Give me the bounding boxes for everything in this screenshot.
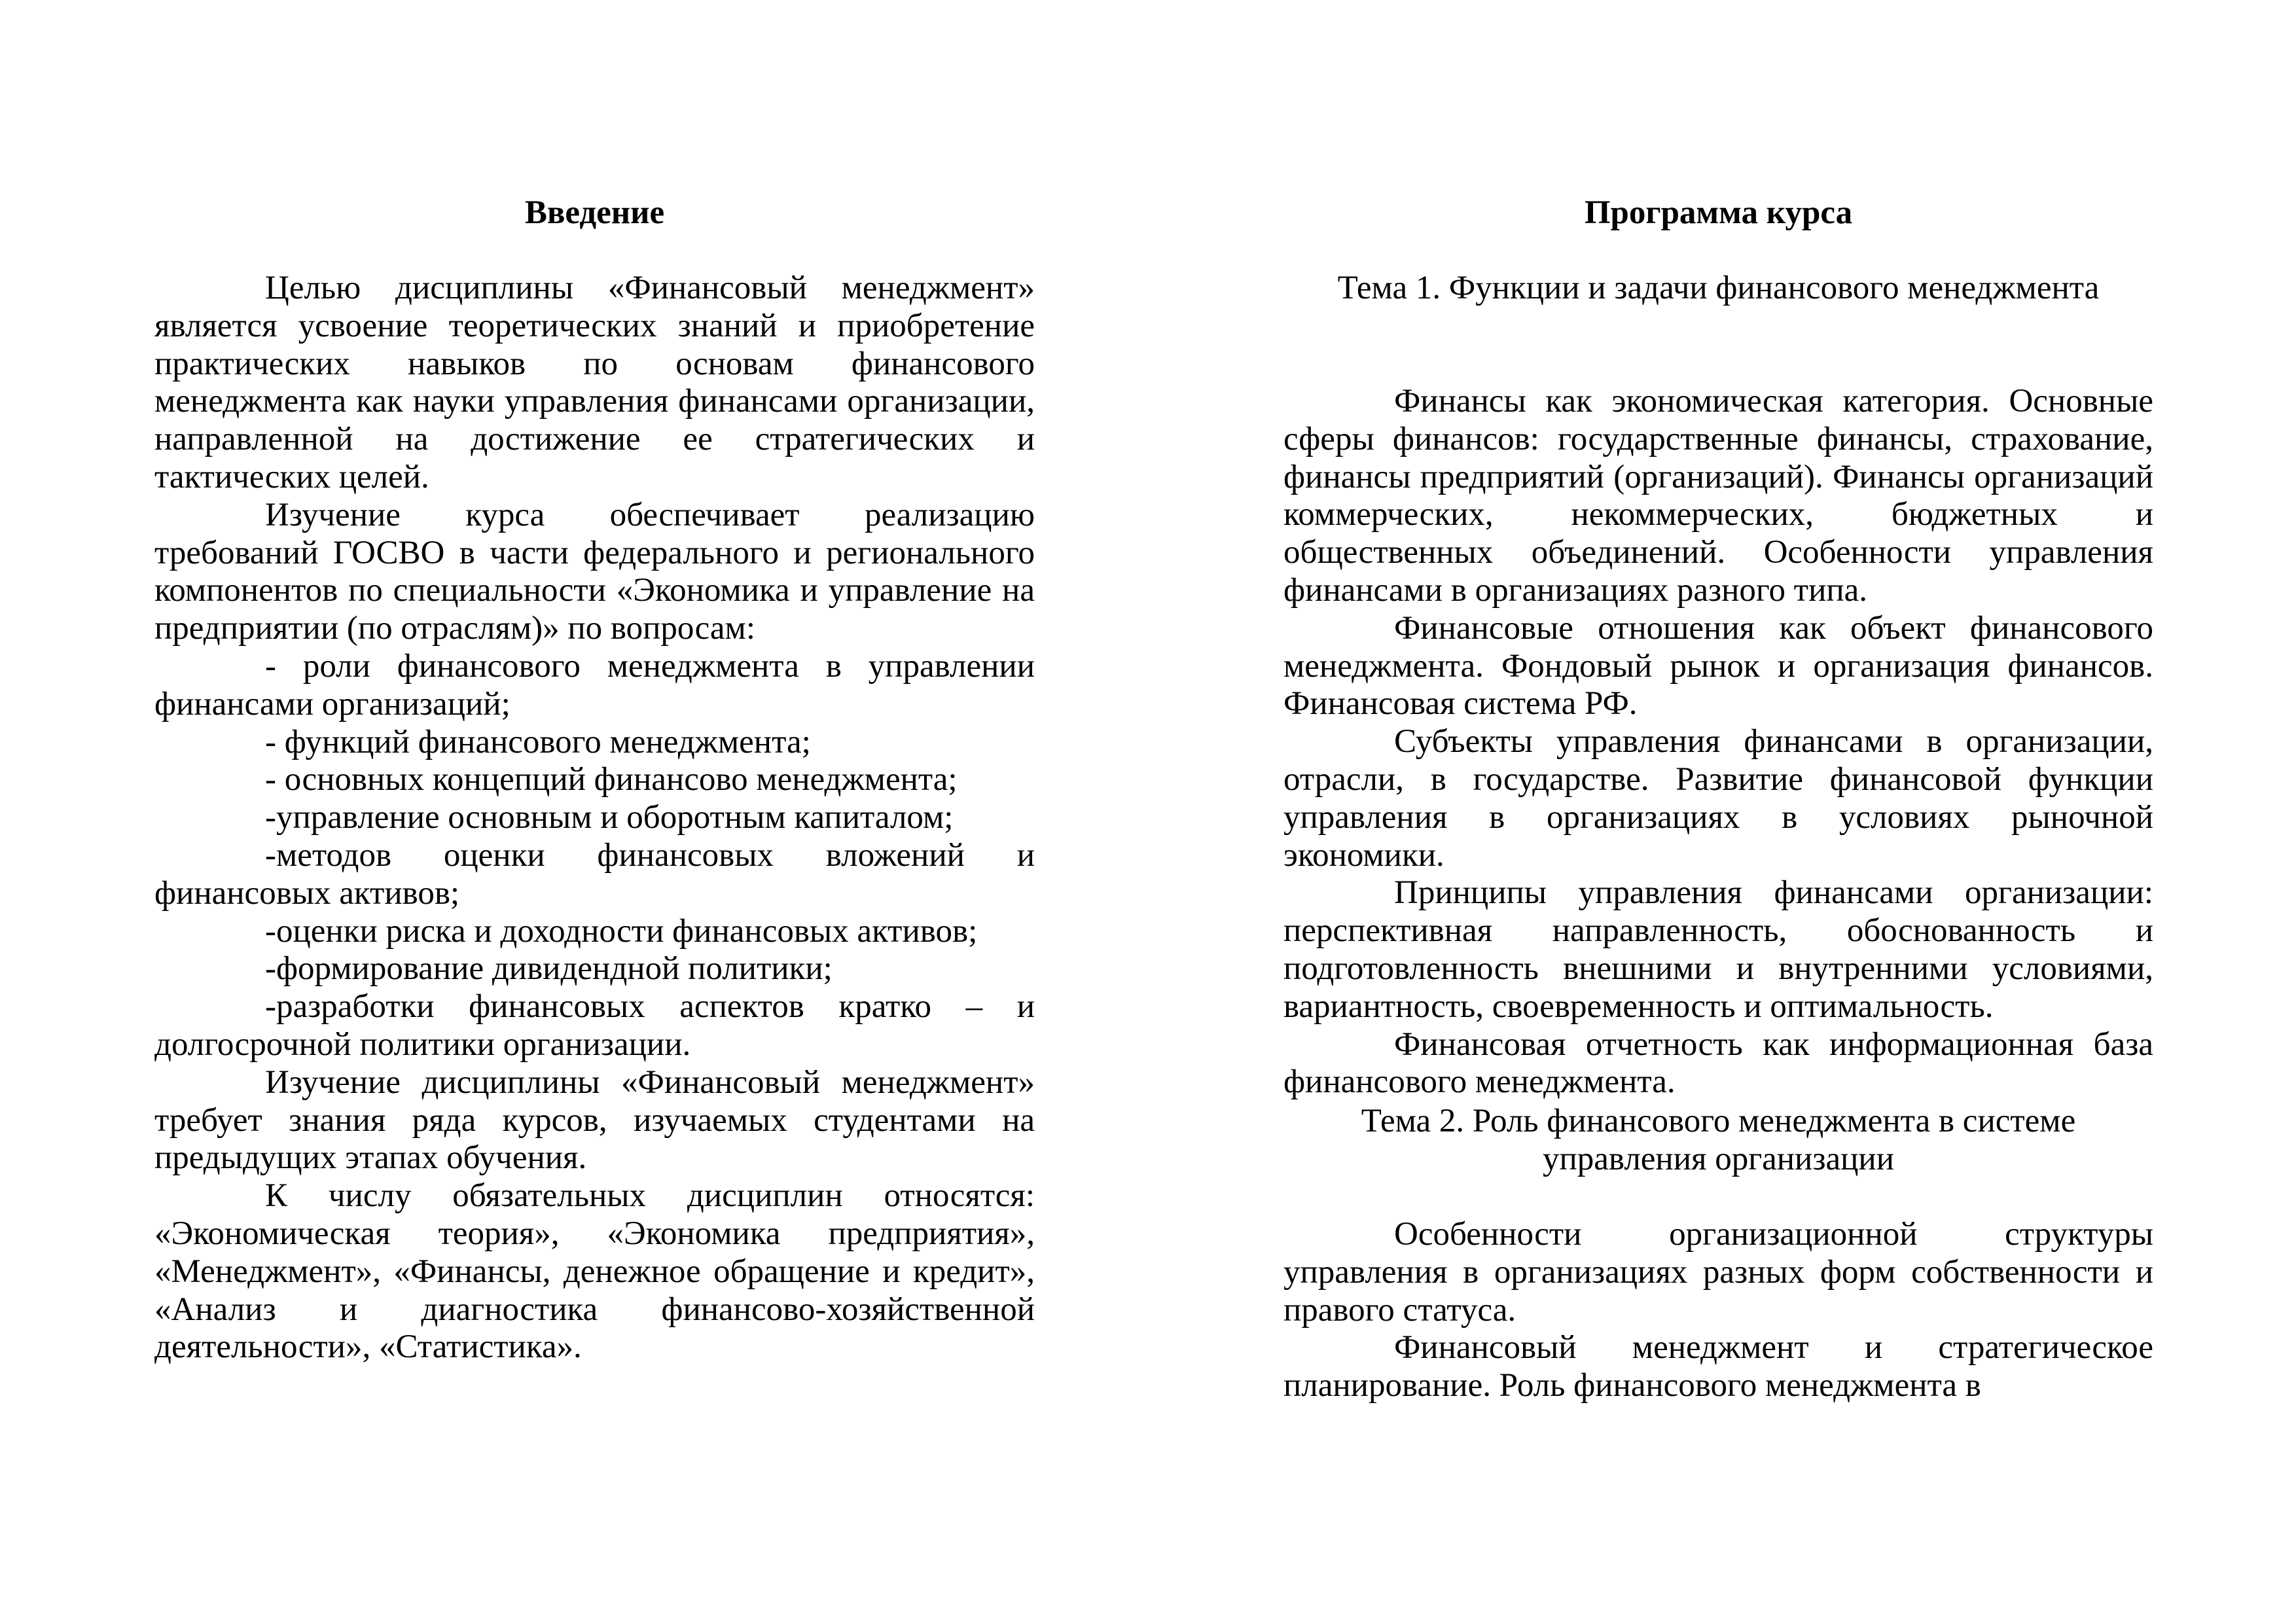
paragraph: Изучение дисциплины «Финансовый менеджме…: [154, 1063, 1035, 1177]
topic2-heading-block: Тема 2. Роль финансового менеджмента в с…: [1283, 1103, 2153, 1179]
paragraph: Финансовые отношения как объект финансов…: [1283, 609, 2153, 722]
paragraph: Финансовая отчетность как информационная…: [1283, 1026, 2153, 1101]
topic1-heading-block: Тема 1. Функции и задачи финансового мен…: [1283, 270, 2153, 308]
left-page-title: Введение: [524, 194, 665, 231]
paragraph: К числу обязательных дисциплин относятся…: [154, 1177, 1035, 1366]
left-page-body: Целью дисциплины «Финансовый менеджмент»…: [154, 270, 1035, 1366]
topic1-body: Финансы как экономическая категория. Осн…: [1283, 383, 2153, 1101]
paragraph: - функций финансового менеджмента;: [265, 723, 811, 760]
paragraph: Особенности организационной структуры уп…: [1283, 1216, 2153, 1329]
paragraph: Целью дисциплины «Финансовый менеджмент»…: [154, 270, 1035, 495]
paragraph: -разработки финансовых аспектов кратко –…: [154, 988, 1035, 1063]
paragraph: - роли финансового менеджмента в управле…: [154, 647, 1035, 722]
paragraph: Изучение курса обеспечивает реализацию т…: [154, 496, 1035, 647]
topic2-heading: Тема 2. Роль финансового менеджмента в с…: [1361, 1103, 2076, 1177]
topic2-body: Особенности организационной структуры уп…: [1283, 1216, 2153, 1405]
paragraph: -формирование дивидендной политики;: [265, 950, 833, 988]
paragraph: Субъекты управления финансами в организа…: [1283, 723, 2153, 874]
paragraph: -управление основным и оборотным капитал…: [265, 799, 954, 836]
paragraph: -оценки риска и доходности финансовых ак…: [265, 912, 978, 950]
paragraph: -методов оценки финансовых вложений и фи…: [154, 836, 1035, 912]
paragraph: Финансы как экономическая категория. Осн…: [1283, 383, 2153, 609]
paragraph: Финансовый менеджмент и стратегическое п…: [1283, 1329, 2153, 1404]
right-page-title: Программа курса: [1584, 194, 1853, 231]
paragraph: - основных концепций финансово менеджмен…: [265, 761, 958, 798]
paragraph: Принципы управления финансами организаци…: [1283, 874, 2153, 1025]
topic1-heading: Тема 1. Функции и задачи финансового мен…: [1337, 270, 2100, 306]
